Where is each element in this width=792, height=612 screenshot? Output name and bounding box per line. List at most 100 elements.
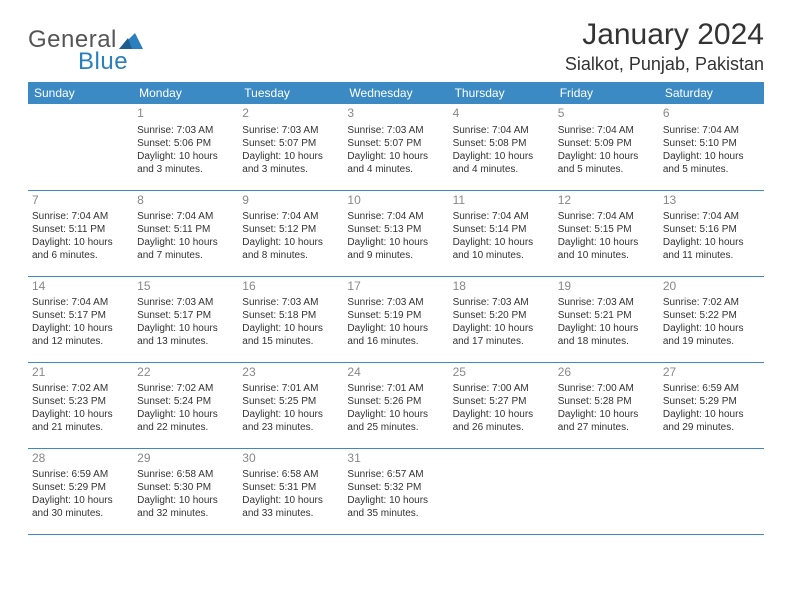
day-number: 9 (242, 193, 339, 209)
daylight-line: and 3 minutes. (137, 163, 234, 176)
daylight-line: Daylight: 10 hours (558, 408, 655, 421)
daylight-line: Daylight: 10 hours (242, 236, 339, 249)
sunset-line: Sunset: 5:27 PM (453, 395, 550, 408)
sunrise-line: Sunrise: 7:03 AM (558, 296, 655, 309)
day-number: 2 (242, 106, 339, 122)
daylight-line: Daylight: 10 hours (32, 236, 129, 249)
daylight-line: Daylight: 10 hours (242, 150, 339, 163)
daylight-line: Daylight: 10 hours (347, 494, 444, 507)
sunrise-line: Sunrise: 7:04 AM (663, 210, 760, 223)
sunset-line: Sunset: 5:19 PM (347, 309, 444, 322)
daylight-line: Daylight: 10 hours (558, 236, 655, 249)
daylight-line: and 25 minutes. (347, 421, 444, 434)
daylight-line: and 18 minutes. (558, 335, 655, 348)
week-row: 14Sunrise: 7:04 AMSunset: 5:17 PM Dayligh… (28, 276, 764, 362)
daylight-line: Daylight: 10 hours (347, 236, 444, 249)
day-cell: 13Sunrise: 7:04 AMSunset: 5:16 PMDayligh… (659, 190, 764, 276)
sunrise-line: Sunrise: 7:04 AM (663, 124, 760, 137)
sunset-line: Sunset: 5:16 PM (663, 223, 760, 236)
day-header: Saturday (659, 82, 764, 104)
daylight-line: and 3 minutes. (242, 163, 339, 176)
daylight-line: and 11 minutes. (663, 249, 760, 262)
day-number: 13 (663, 193, 760, 209)
header-row: GeneralBlue January 2024 Sialkot, Punjab… (28, 18, 764, 76)
daylight-line: Daylight: 10 hours (663, 322, 760, 335)
day-number: 14 (32, 279, 129, 295)
sunrise-line: Sunrise: 7:03 AM (137, 296, 234, 309)
sunrise-line: Sunrise: 7:02 AM (663, 296, 760, 309)
sunrise-line: Sunrise: 7:03 AM (347, 124, 444, 137)
day-cell: 4Sunrise: 7:04 AMSunset: 5:08 PMDaylight… (449, 104, 554, 190)
daylight-line: Daylight: 10 hours (242, 494, 339, 507)
day-cell: 5Sunrise: 7:04 AMSunset: 5:09 PMDaylight… (554, 104, 659, 190)
daylight-line: and 27 minutes. (558, 421, 655, 434)
day-number: 27 (663, 365, 760, 381)
sunset-line: Sunset: 5:13 PM (347, 223, 444, 236)
day-cell: 29Sunrise: 6:58 AMSunset: 5:30 PMDayligh… (133, 448, 238, 534)
daylight-line: and 33 minutes. (242, 507, 339, 520)
daylight-line: Daylight: 10 hours (347, 408, 444, 421)
sunrise-line: Sunrise: 7:04 AM (32, 210, 129, 223)
sunrise-line: Sunrise: 7:03 AM (453, 296, 550, 309)
day-cell (554, 448, 659, 534)
sunset-line: Sunset: 5:12 PM (242, 223, 339, 236)
week-row: 1Sunrise: 7:03 AMSunset: 5:06 PMDaylight… (28, 104, 764, 190)
day-cell: 25Sunrise: 7:00 AMSunset: 5:27 PMDayligh… (449, 362, 554, 448)
sunrise-line: Sunrise: 6:58 AM (242, 468, 339, 481)
day-cell: 2Sunrise: 7:03 AMSunset: 5:07 PMDaylight… (238, 104, 343, 190)
day-cell: 16Sunrise: 7:03 AMSunset: 5:18 PMDayligh… (238, 276, 343, 362)
day-number: 15 (137, 279, 234, 295)
day-number: 3 (347, 106, 444, 122)
daylight-line: and 9 minutes. (347, 249, 444, 262)
daylight-line: Daylight: 10 hours (347, 322, 444, 335)
daylight-line: Daylight: 10 hours (453, 150, 550, 163)
daylight-line: and 22 minutes. (137, 421, 234, 434)
sunset-line: Sunset: 5:06 PM (137, 137, 234, 150)
daylight-line: and 29 minutes. (663, 421, 760, 434)
sunset-line: Sunset: 5:17 PM (32, 309, 129, 322)
sunset-line: Sunset: 5:07 PM (242, 137, 339, 150)
day-number: 22 (137, 365, 234, 381)
day-cell: 14Sunrise: 7:04 AMSunset: 5:17 PMDayligh… (28, 276, 133, 362)
sunrise-line: Sunrise: 7:04 AM (32, 296, 129, 309)
daylight-line: Daylight: 10 hours (453, 236, 550, 249)
daylight-line: Daylight: 10 hours (137, 408, 234, 421)
month-title: January 2024 (565, 18, 764, 52)
day-header: Monday (133, 82, 238, 104)
day-number: 8 (137, 193, 234, 209)
sunrise-line: Sunrise: 6:59 AM (32, 468, 129, 481)
daylight-line: and 23 minutes. (242, 421, 339, 434)
day-cell: 19Sunrise: 7:03 AMSunset: 5:21 PMDayligh… (554, 276, 659, 362)
daylight-line: Daylight: 10 hours (137, 150, 234, 163)
sunset-line: Sunset: 5:08 PM (453, 137, 550, 150)
daylight-line: Daylight: 10 hours (558, 150, 655, 163)
daylight-line: Daylight: 10 hours (558, 322, 655, 335)
page-root: GeneralBlue January 2024 Sialkot, Punjab… (0, 0, 792, 553)
brand-logo: GeneralBlue (28, 26, 143, 76)
sunset-line: Sunset: 5:10 PM (663, 137, 760, 150)
calendar-table: Sunday Monday Tuesday Wednesday Thursday… (28, 82, 764, 535)
day-number: 7 (32, 193, 129, 209)
daylight-line: Daylight: 10 hours (32, 408, 129, 421)
day-number: 19 (558, 279, 655, 295)
day-cell: 18Sunrise: 7:03 AMSunset: 5:20 PMDayligh… (449, 276, 554, 362)
day-number: 21 (32, 365, 129, 381)
day-cell: 15Sunrise: 7:03 AMSunset: 5:17 PMDayligh… (133, 276, 238, 362)
sunset-line: Sunset: 5:11 PM (137, 223, 234, 236)
day-cell (28, 104, 133, 190)
day-number: 1 (137, 106, 234, 122)
daylight-line: Daylight: 10 hours (347, 150, 444, 163)
day-cell: 26Sunrise: 7:00 AMSunset: 5:28 PMDayligh… (554, 362, 659, 448)
sunset-line: Sunset: 5:31 PM (242, 481, 339, 494)
sunset-line: Sunset: 5:09 PM (558, 137, 655, 150)
sunrise-line: Sunrise: 7:03 AM (137, 124, 234, 137)
calendar-body: 1Sunrise: 7:03 AMSunset: 5:06 PMDaylight… (28, 104, 764, 534)
day-header-row: Sunday Monday Tuesday Wednesday Thursday… (28, 82, 764, 104)
daylight-line: and 7 minutes. (137, 249, 234, 262)
day-number: 16 (242, 279, 339, 295)
daylight-line: Daylight: 10 hours (242, 408, 339, 421)
sunrise-line: Sunrise: 6:58 AM (137, 468, 234, 481)
sunrise-line: Sunrise: 7:02 AM (137, 382, 234, 395)
day-number: 20 (663, 279, 760, 295)
sunrise-line: Sunrise: 7:04 AM (558, 124, 655, 137)
